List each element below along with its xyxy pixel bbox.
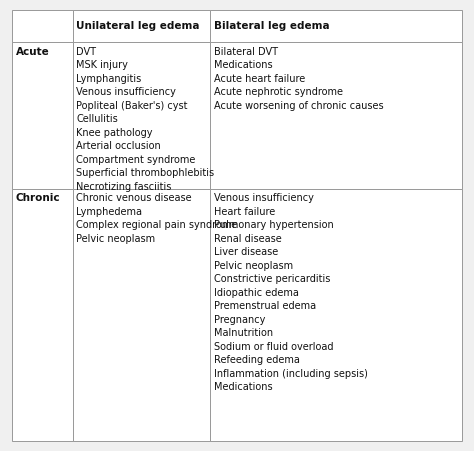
- Text: Malnutrition: Malnutrition: [214, 328, 273, 338]
- Text: Acute nephrotic syndrome: Acute nephrotic syndrome: [214, 87, 343, 97]
- Bar: [210, 42, 462, 189]
- Text: Knee pathology: Knee pathology: [76, 128, 153, 138]
- Bar: [73, 42, 210, 189]
- Text: Venous insufficiency: Venous insufficiency: [76, 87, 176, 97]
- Text: Necrotizing fasciitis: Necrotizing fasciitis: [76, 182, 172, 192]
- Text: Chronic venous disease: Chronic venous disease: [76, 193, 192, 203]
- Text: Idiopathic edema: Idiopathic edema: [214, 288, 299, 298]
- Text: Renal disease: Renal disease: [214, 234, 282, 244]
- Text: Liver disease: Liver disease: [214, 247, 278, 258]
- Text: Acute heart failure: Acute heart failure: [214, 74, 305, 84]
- Text: Pelvic neoplasm: Pelvic neoplasm: [214, 261, 293, 271]
- Text: Chronic: Chronic: [16, 193, 60, 203]
- Text: Venous insufficiency: Venous insufficiency: [214, 193, 314, 203]
- Text: Pelvic neoplasm: Pelvic neoplasm: [76, 234, 155, 244]
- Bar: [12, 42, 73, 189]
- Text: Arterial occlusion: Arterial occlusion: [76, 141, 161, 151]
- Text: Cellulitis: Cellulitis: [76, 114, 118, 124]
- Bar: [12, 189, 73, 441]
- Text: Pulmonary hypertension: Pulmonary hypertension: [214, 221, 334, 230]
- Bar: [210, 189, 462, 441]
- Text: Complex regional pain syndrome: Complex regional pain syndrome: [76, 221, 237, 230]
- Text: Popliteal (Baker's) cyst: Popliteal (Baker's) cyst: [76, 101, 188, 111]
- Text: Pregnancy: Pregnancy: [214, 315, 265, 325]
- Bar: [12, 10, 73, 42]
- Text: Constrictive pericarditis: Constrictive pericarditis: [214, 274, 330, 285]
- Text: Medications: Medications: [214, 382, 273, 392]
- Text: Acute worsening of chronic causes: Acute worsening of chronic causes: [214, 101, 383, 111]
- Bar: [210, 10, 462, 42]
- Text: Sodium or fluid overload: Sodium or fluid overload: [214, 342, 333, 352]
- Text: Premenstrual edema: Premenstrual edema: [214, 301, 316, 311]
- Text: Superficial thrombophlebitis: Superficial thrombophlebitis: [76, 168, 215, 178]
- Text: Compartment syndrome: Compartment syndrome: [76, 155, 196, 165]
- Text: MSK injury: MSK injury: [76, 60, 128, 70]
- Text: Bilateral DVT: Bilateral DVT: [214, 47, 278, 57]
- Text: Refeeding edema: Refeeding edema: [214, 355, 300, 365]
- Text: Lymphangitis: Lymphangitis: [76, 74, 142, 84]
- Text: Lymphedema: Lymphedema: [76, 207, 142, 217]
- Text: DVT: DVT: [76, 47, 96, 57]
- Text: Heart failure: Heart failure: [214, 207, 275, 217]
- Text: Medications: Medications: [214, 60, 273, 70]
- Text: Unilateral leg edema: Unilateral leg edema: [76, 21, 200, 31]
- Bar: [73, 10, 210, 42]
- Text: Bilateral leg edema: Bilateral leg edema: [214, 21, 329, 31]
- Text: Inflammation (including sepsis): Inflammation (including sepsis): [214, 369, 368, 379]
- Bar: [73, 189, 210, 441]
- Text: Acute: Acute: [16, 47, 49, 57]
